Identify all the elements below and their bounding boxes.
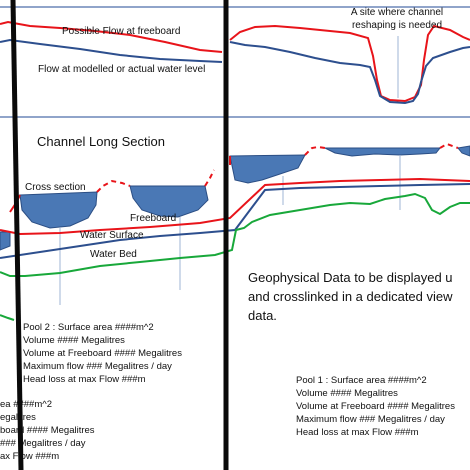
pool1-volume-freeboard: Volume at Freeboard #### Megalitres [296, 401, 455, 412]
annotation-reshaping-line2: reshaping is needed [352, 20, 442, 31]
water-bed-line-left-tail [0, 314, 15, 321]
pool2-volume-freeboard: Volume at Freeboard #### Megalitres [23, 348, 182, 359]
section-divider-left [10, 0, 24, 470]
water-bed-line [0, 192, 470, 277]
pool-cross-section-left-edge [0, 231, 11, 251]
flow-at-water-level-line [0, 38, 223, 63]
pool1-volume: Volume #### Megalitres [296, 388, 398, 399]
long-section-title: Channel Long Section [37, 134, 165, 149]
geophysical-note-line1: Geophysical Data to be displayed u [248, 270, 453, 285]
pool0-partial-line4: ### Megalitres / day [0, 438, 86, 449]
pool0-partial-line3: board #### Megalitres [0, 425, 95, 436]
label-flow-water-level: Flow at modelled or actual water level [38, 64, 205, 75]
pool2-max-flow: Maximum flow ### Megalitres / day [23, 361, 172, 372]
pool2-head-loss: Head loss at max Flow ###m [23, 374, 146, 385]
pool1-max-flow: Maximum flow ### Megalitres / day [296, 414, 445, 425]
pool0-partial-line1: ea ####m^2 [0, 399, 52, 410]
geophysical-note-line2: and crosslinked in a dedicated view [248, 289, 453, 304]
pool2-volume: Volume #### Megalitres [23, 335, 125, 346]
label-freeboard: Freeboard [130, 213, 176, 224]
label-cross-section: Cross section [25, 182, 86, 193]
freeboard-crest-dashed [96, 142, 459, 193]
label-possible-flow-freeboard: Possible Flow at freeboard [62, 26, 180, 37]
geophysical-note-line3: data. [248, 308, 277, 323]
pool-cross-section-right-c [457, 145, 470, 157]
label-water-bed: Water Bed [90, 249, 137, 260]
pool-cross-section-right-b [324, 147, 442, 157]
pool2-surface-area: Pool 2 : Surface area ####m^2 [23, 322, 154, 333]
pool-cross-section-2 [19, 191, 98, 229]
annotation-reshaping-line1: A site where channel [351, 7, 443, 18]
pool1-surface-area: Pool 1 : Surface area ####m^2 [296, 375, 427, 386]
flow-at-water-level-line-right [229, 41, 470, 105]
pool0-partial-line5: ax Flow ###m [0, 451, 59, 462]
pool-cross-section-right-a [229, 154, 306, 184]
pool-cross-section-1 [129, 185, 209, 218]
label-water-surface: Water Surface [80, 230, 144, 241]
freeboard-line [0, 177, 470, 236]
pool1-head-loss: Head loss at max Flow ###m [296, 427, 419, 438]
